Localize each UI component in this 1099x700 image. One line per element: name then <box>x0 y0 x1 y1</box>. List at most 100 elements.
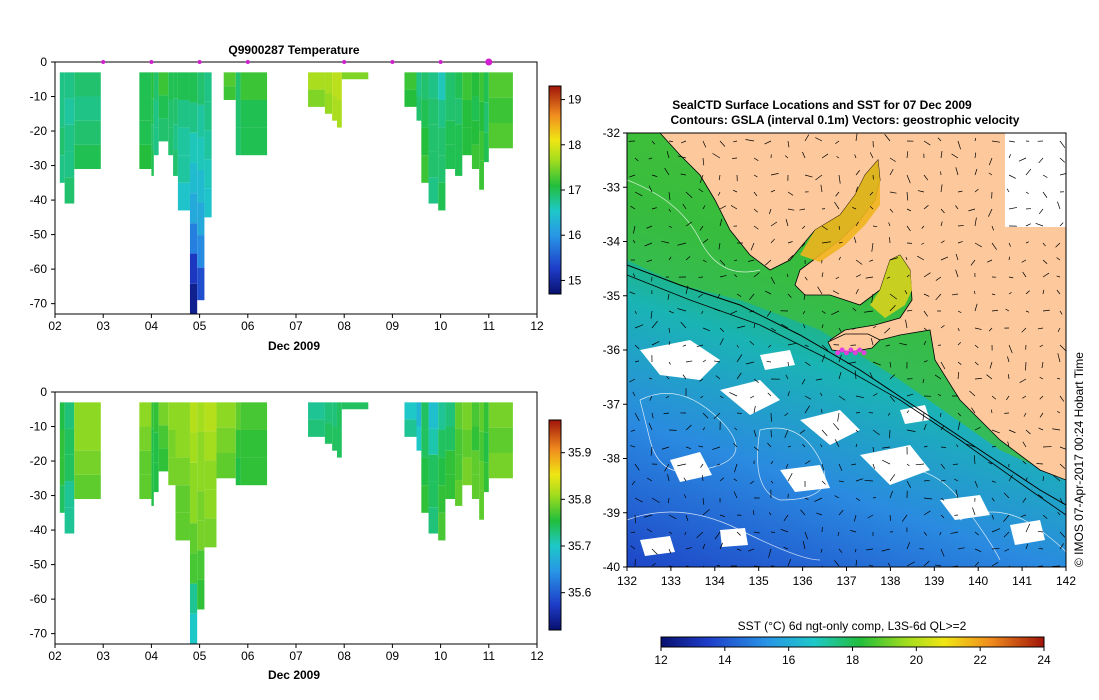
velocity-vector <box>1025 310 1030 313</box>
velocity-vector <box>634 344 640 350</box>
x-tick-label: 09 <box>386 319 400 333</box>
velocity-vector <box>988 461 993 465</box>
velocity-vector <box>889 157 896 162</box>
velocity-vector <box>661 240 670 244</box>
velocity-vector <box>685 446 692 449</box>
velocity-vector <box>648 377 653 380</box>
velocity-vector <box>803 324 806 329</box>
profile-cell <box>175 512 190 541</box>
velocity-vector <box>734 427 738 431</box>
velocity-vector <box>1025 241 1029 244</box>
velocity-vector <box>787 391 790 397</box>
map-x-tick-label: 142 <box>1056 574 1076 588</box>
profile-cell <box>240 429 268 458</box>
x-tick-label: 05 <box>193 649 207 663</box>
velocity-vector <box>666 376 670 380</box>
profile-cell <box>308 72 325 90</box>
velocity-vector <box>923 140 931 146</box>
profile-cell <box>235 99 241 128</box>
x-tick-label: 10 <box>434 649 448 663</box>
velocity-vector <box>736 293 742 297</box>
profile-cell <box>158 402 169 426</box>
velocity-vector <box>696 531 704 539</box>
velocity-vector <box>745 361 755 365</box>
velocity-vector <box>668 514 677 520</box>
velocity-vector <box>1056 289 1061 295</box>
velocity-vector <box>957 140 961 150</box>
profile-cell <box>139 474 152 500</box>
velocity-vector <box>770 480 774 484</box>
profile-cell <box>189 523 198 554</box>
velocity-vector <box>804 395 811 400</box>
profile-cell <box>488 452 513 479</box>
velocity-vector <box>855 170 861 176</box>
profile-cell <box>74 72 101 97</box>
profile-cell <box>175 429 190 458</box>
profile-cell <box>197 170 205 203</box>
velocity-vector <box>940 221 943 227</box>
velocity-vector <box>1059 173 1066 176</box>
velocity-vector <box>838 327 842 332</box>
velocity-vector <box>787 361 789 367</box>
map-axes: 132 133 134 135 136 137 138 139 140 141 142 -32 -33 -… <box>603 126 1077 588</box>
velocity-vector <box>1039 344 1044 348</box>
velocity-vector <box>783 546 789 550</box>
velocity-vector <box>702 157 705 166</box>
velocity-vector <box>787 140 790 148</box>
map-y-tick-label: -32 <box>603 126 621 140</box>
profile-cell <box>139 72 152 97</box>
velocity-vector <box>736 344 739 348</box>
profile-cell <box>336 72 342 100</box>
velocity-vector <box>855 478 864 482</box>
profile-cell <box>428 402 439 429</box>
velocity-vector <box>940 324 945 329</box>
profile-cell <box>168 72 174 100</box>
profile-cell <box>240 457 268 486</box>
velocity-vector <box>1004 548 1010 552</box>
velocity-vector <box>923 510 931 516</box>
sst-colorbar-tick-label: 24 <box>1037 653 1051 667</box>
velocity-vector <box>868 412 874 414</box>
velocity-vector <box>991 514 995 520</box>
seal-location-marker <box>861 350 867 356</box>
velocity-vector <box>753 174 758 178</box>
profile-cell <box>488 427 513 453</box>
velocity-vector <box>785 463 789 469</box>
velocity-vector <box>715 375 721 380</box>
profile-cell <box>197 431 205 462</box>
y-tick-label: -60 <box>30 592 48 606</box>
velocity-vector <box>905 256 908 261</box>
velocity-vector <box>767 392 772 397</box>
velocity-vector <box>699 174 704 184</box>
profile-cell <box>197 461 205 492</box>
velocity-vector <box>701 475 704 482</box>
profile-cell <box>483 132 489 163</box>
velocity-vector <box>1003 514 1010 522</box>
velocity-vector <box>872 497 877 499</box>
seal-location-marker <box>839 347 845 353</box>
velocity-vector <box>940 240 945 244</box>
colorbar-tick-label: 35.6 <box>568 586 592 600</box>
velocity-vector <box>821 153 829 159</box>
velocity-vector <box>838 480 845 483</box>
velocity-vector <box>847 361 857 364</box>
velocity-vector <box>940 184 943 193</box>
velocity-vector <box>1052 428 1061 431</box>
profile-cell <box>336 429 342 458</box>
velocity-vector <box>719 218 723 227</box>
velocity-vector <box>951 293 959 296</box>
velocity-vector <box>668 310 674 314</box>
velocity-vector <box>855 548 857 553</box>
profile-cell <box>64 481 75 508</box>
profile-cell <box>64 177 75 204</box>
velocity-vector <box>1042 191 1048 198</box>
map-x-tick-label: 140 <box>968 574 988 588</box>
map-y-tick-label: -34 <box>603 235 621 249</box>
cast-marker <box>149 60 154 64</box>
geostrophic-vectors <box>628 133 1066 567</box>
profile-cell <box>324 93 333 114</box>
velocity-vector <box>634 324 644 329</box>
profile-cell <box>416 96 422 121</box>
velocity-vector <box>974 168 978 176</box>
velocity-vector <box>650 446 653 456</box>
